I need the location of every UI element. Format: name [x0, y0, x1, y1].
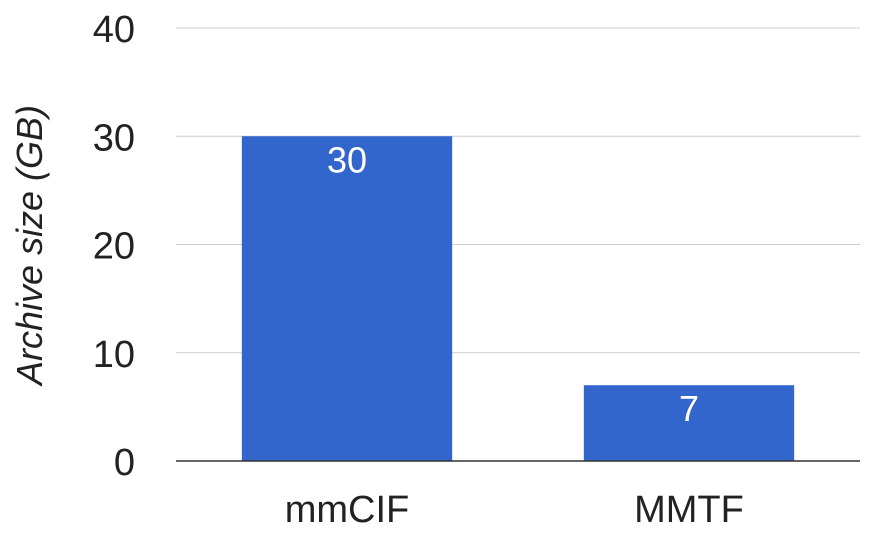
y-axis-ticks: 0 10 20 30 40 — [93, 9, 135, 484]
bar-mmcif — [241, 136, 453, 461]
y-axis-title: Archive size (GB) — [9, 105, 50, 387]
x-axis-ticks: mmCIF MMTF — [285, 489, 744, 531]
x-tick-label: mmCIF — [285, 489, 410, 531]
bar-mmtf — [583, 385, 795, 461]
y-tick-label: 30 — [93, 117, 135, 159]
y-tick-label: 10 — [93, 334, 135, 376]
data-label: 30 — [327, 139, 367, 180]
data-label: 7 — [679, 388, 699, 429]
y-tick-label: 0 — [114, 442, 135, 484]
bars: 30 7 — [176, 136, 860, 462]
y-tick-label: 20 — [93, 226, 135, 268]
y-tick-label: 40 — [93, 9, 135, 51]
x-tick-label: MMTF — [634, 489, 744, 531]
